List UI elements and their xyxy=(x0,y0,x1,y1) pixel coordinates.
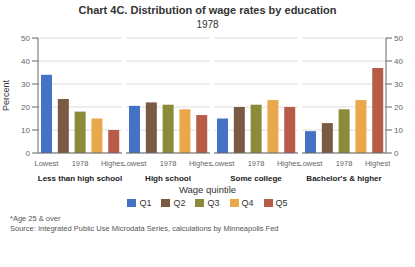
svg-text:High school: High school xyxy=(145,174,191,183)
svg-text:Highest: Highest xyxy=(277,159,300,168)
svg-text:Bachelor's & higher: Bachelor's & higher xyxy=(306,174,381,183)
svg-text:1978: 1978 xyxy=(160,159,177,168)
svg-text:Less than high school: Less than high school xyxy=(38,174,122,183)
svg-text:1978: 1978 xyxy=(72,159,89,168)
html-text:Q5: Q5 xyxy=(275,198,288,208)
svg-text:40: 40 xyxy=(21,57,30,66)
svg-text:1978: 1978 xyxy=(248,159,265,168)
svg-text:30: 30 xyxy=(21,80,30,89)
svg-text:Highest: Highest xyxy=(101,159,124,168)
svg-text:30: 30 xyxy=(394,80,403,89)
svg-text:50: 50 xyxy=(21,34,30,43)
html-text:Chart 4C. Distribution of wage: Chart 4C. Distribution of wage rates by … xyxy=(78,4,337,16)
html-text:Q2: Q2 xyxy=(173,198,186,208)
html-text:Q3: Q3 xyxy=(207,198,220,208)
svg-text:Highest: Highest xyxy=(365,159,391,168)
svg-text:40: 40 xyxy=(394,57,403,66)
svg-text:0: 0 xyxy=(394,149,399,158)
svg-text:10: 10 xyxy=(21,126,30,135)
svg-text:1978: 1978 xyxy=(336,159,353,168)
svg-text:20: 20 xyxy=(394,103,403,112)
svg-text:20: 20 xyxy=(21,103,30,112)
svg-text:Lowest: Lowest xyxy=(35,159,60,168)
html-text:*Age 25 & over: *Age 25 & over xyxy=(10,214,61,223)
svg-text:10: 10 xyxy=(394,126,403,135)
svg-text:Lowest: Lowest xyxy=(300,159,323,168)
html-text:1978: 1978 xyxy=(196,19,219,30)
html-text:Q4: Q4 xyxy=(241,198,254,208)
svg-text:Highest: Highest xyxy=(189,159,212,168)
svg-text:Percent: Percent xyxy=(8,79,11,111)
html-text:Source: Integrated Public Use: Source: Integrated Public Use Microdata … xyxy=(10,224,279,233)
svg-text:50: 50 xyxy=(394,34,403,43)
html-text:Q1: Q1 xyxy=(139,198,152,208)
svg-text:0: 0 xyxy=(26,149,31,158)
svg-text:Lowest: Lowest xyxy=(212,159,235,168)
svg-text:Some college: Some college xyxy=(230,174,282,183)
html-text:Wage quintile: Wage quintile xyxy=(178,184,237,195)
svg-text:Lowest: Lowest xyxy=(124,159,147,168)
